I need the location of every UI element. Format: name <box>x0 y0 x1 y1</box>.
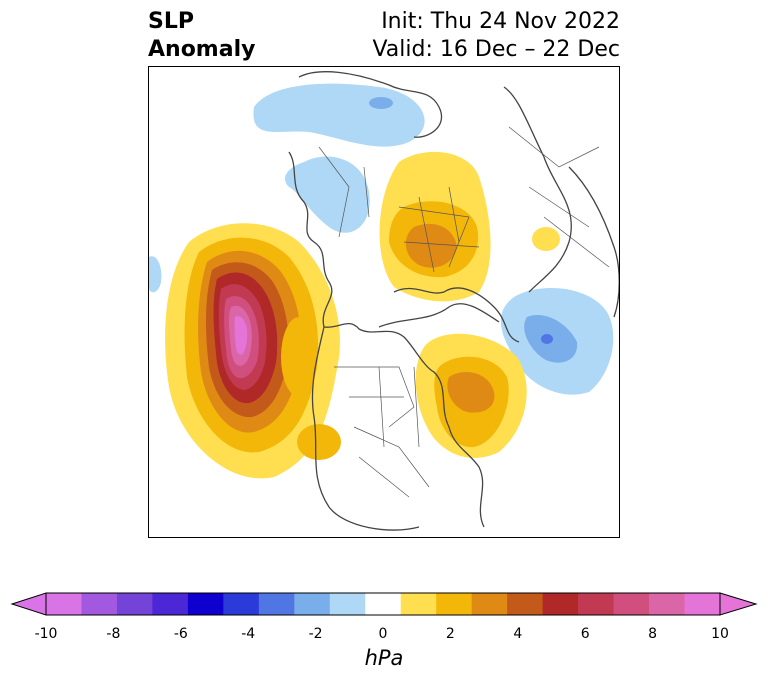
init-date: Init: Thu 24 Nov 2022 <box>381 9 620 34</box>
colorbar-segment <box>507 593 544 615</box>
colorbar-segment <box>400 593 437 615</box>
coastlines <box>288 71 619 531</box>
colorbar-segment <box>116 593 153 615</box>
colorbar-segment <box>649 593 686 615</box>
colorbar-segment <box>436 593 473 615</box>
colorbar-segment <box>471 593 508 615</box>
colorbar-segment <box>329 593 366 615</box>
colorbar-tick-label: 6 <box>580 626 590 642</box>
positive-anomaly-atlantic <box>415 333 527 458</box>
colorbar-tick-label: -2 <box>308 626 323 642</box>
colorbar-tick-label: -4 <box>241 626 256 642</box>
borders <box>318 126 610 498</box>
colorbar-segment <box>46 593 82 615</box>
anomaly-map <box>148 66 620 538</box>
colorbar-segment <box>613 593 650 615</box>
colorbar-segment <box>542 593 579 615</box>
colorbar-segment <box>81 593 118 615</box>
colorbar-units: hPa <box>364 646 404 670</box>
title-variable: SLP <box>148 9 194 34</box>
map-dates: Init: Thu 24 Nov 2022 Valid: 16 Dec – 22… <box>372 8 620 64</box>
colorbar-tick-label: -8 <box>106 626 121 642</box>
colorbar-extend-max <box>719 592 758 616</box>
colorbar-segment <box>294 593 331 615</box>
colorbar-tick-label: -6 <box>173 626 188 642</box>
colorbar-segment <box>152 593 189 615</box>
colorbar-tick-label: 10 <box>711 626 729 642</box>
positive-anomaly-pacific <box>165 223 341 479</box>
colorbar-outline <box>45 592 721 616</box>
valid-range: Valid: 16 Dec – 22 Dec <box>372 37 620 62</box>
colorbar-tick-label: -10 <box>34 626 58 642</box>
colorbar-segment <box>187 593 224 615</box>
colorbar-segment <box>223 593 260 615</box>
map-title: SLP Anomaly <box>148 8 255 64</box>
positive-anomaly-siberia <box>379 151 560 302</box>
colorbar-tick-label: 2 <box>445 626 455 642</box>
colorbar-segment <box>365 593 402 615</box>
colorbar-segment <box>578 593 615 615</box>
colorbar-segment <box>258 593 295 615</box>
colorbar <box>10 592 758 616</box>
colorbar-tick-label: 8 <box>648 626 658 642</box>
negative-anomaly-areas <box>149 83 614 395</box>
colorbar-tick-label: 4 <box>513 626 523 642</box>
anomaly-map-svg <box>149 71 619 531</box>
title-variable-2: Anomaly <box>148 37 256 62</box>
colorbar-extend-min <box>10 592 47 616</box>
colorbar-tick-label: 0 <box>378 626 388 642</box>
colorbar-segment <box>684 593 721 615</box>
